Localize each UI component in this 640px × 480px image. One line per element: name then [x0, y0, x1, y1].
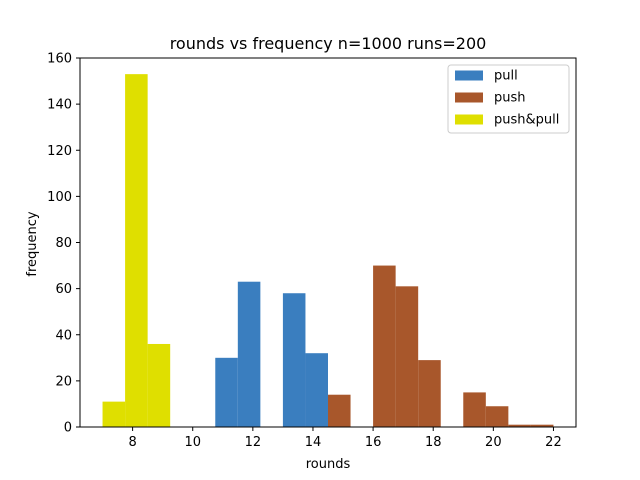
x-tick-label: 8: [128, 435, 136, 450]
y-tick-label: 120: [47, 144, 72, 159]
legend-label: pull: [494, 69, 518, 84]
bar-push-4: [463, 392, 486, 427]
x-tick-label: 12: [245, 435, 262, 450]
legend-swatch: [455, 92, 483, 103]
chart-title: rounds vs frequency n=1000 runs=200: [170, 34, 487, 53]
bar-push-2: [395, 286, 419, 427]
bar-push-pull-1: [125, 74, 148, 428]
y-tick-label: 60: [55, 282, 72, 297]
bars-layer: [102, 74, 554, 428]
bar-pull-2: [282, 293, 306, 427]
bar-push-pull-0: [102, 401, 126, 427]
x-tick-label: 22: [545, 435, 562, 450]
bar-pull-3: [305, 353, 328, 427]
y-tick-label: 80: [55, 236, 72, 251]
bar-pull-0: [215, 357, 238, 427]
y-tick-label: 40: [55, 328, 72, 343]
bar-push-5: [485, 406, 509, 427]
bar-push-0: [328, 394, 351, 427]
legend-swatch: [455, 70, 483, 81]
bar-pull-1: [237, 281, 261, 427]
y-tick-label: 20: [55, 374, 72, 389]
y-tick-label: 160: [47, 52, 72, 67]
y-tick-label: 100: [47, 190, 72, 205]
x-tick-label: 20: [485, 435, 502, 450]
bar-push-1: [373, 265, 396, 427]
y-tick-label: 0: [64, 421, 72, 436]
x-tick-label: 10: [184, 435, 201, 450]
x-tick-label: 16: [365, 435, 382, 450]
x-tick-label: 18: [425, 435, 442, 450]
y-axis-label: frequency: [25, 211, 40, 277]
x-tick-label: 14: [305, 435, 322, 450]
legend-swatch: [455, 114, 483, 125]
x-axis-label: rounds: [306, 457, 351, 472]
bar-push-6: [508, 424, 531, 427]
y-tick-label: 140: [47, 98, 72, 113]
legend-label: push&pull: [494, 113, 559, 128]
legend-label: push: [494, 91, 526, 106]
axes-layer: 8 10 12 14 16 18 20 22 0 20 40 60 80 100 120 140 160: [47, 52, 577, 450]
bar-push-pull-2: [147, 343, 171, 427]
legend: pull push push&pull: [447, 64, 570, 134]
bar-push-7: [530, 424, 554, 427]
bar-push-3: [418, 360, 441, 427]
